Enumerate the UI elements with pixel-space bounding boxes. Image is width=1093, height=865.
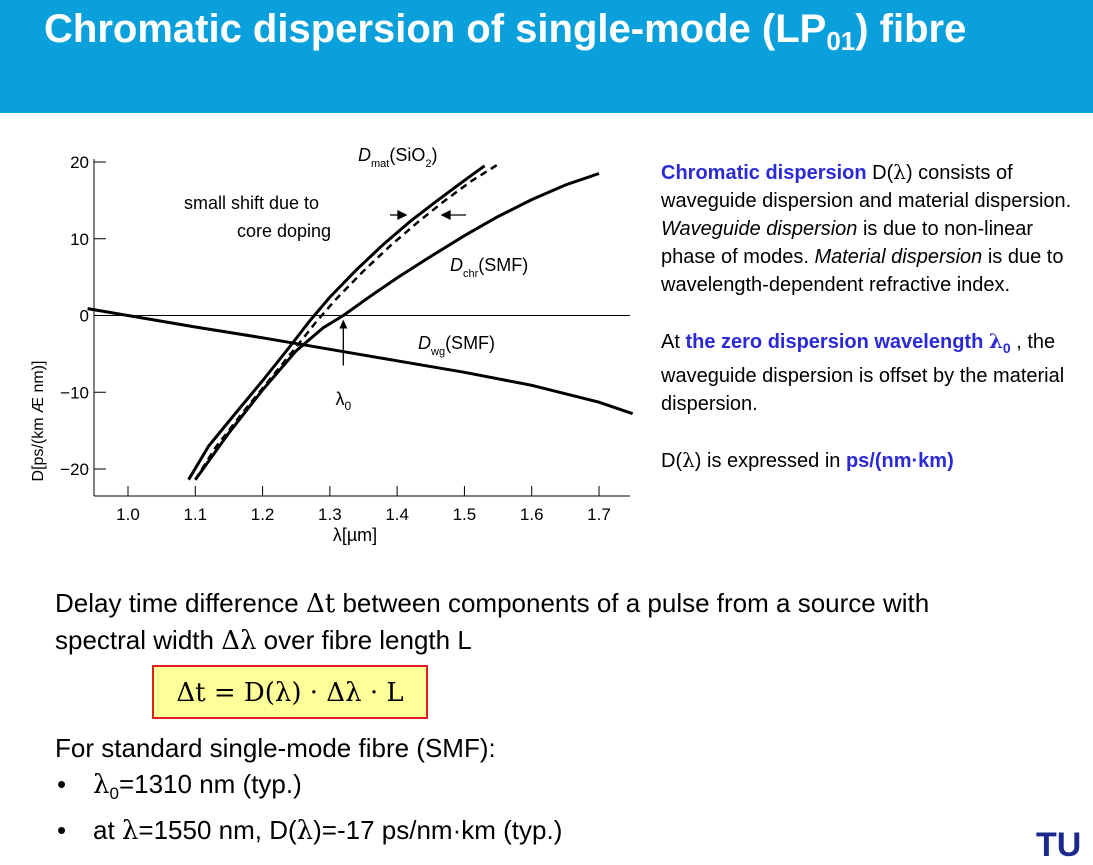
- chart-axes: [93, 159, 630, 497]
- y-tick-label: 10: [70, 230, 89, 249]
- delay-formula: Δt = D(λ) · Δλ · L: [176, 678, 404, 708]
- lambda0-marker: [339, 319, 348, 366]
- title-text: Chromatic dispersion of single-mode (LP: [44, 7, 827, 51]
- x-tick-label: 1.3: [318, 505, 342, 524]
- smf-notes: For standard single-mode fibre (SMF): λ0…: [55, 730, 562, 849]
- title-subscript: 01: [826, 26, 856, 56]
- lambda0-arrow-head: [339, 319, 348, 329]
- page-title: Chromatic dispersion of single-mode (LP0…: [44, 4, 1054, 55]
- dmat-label: Dmat(SiO2): [358, 145, 437, 170]
- list-item: λ0=1310 nm (typ.): [55, 766, 562, 812]
- lambda0-label: λ0: [335, 389, 351, 413]
- series-dwg-smf-: [87, 307, 634, 416]
- dchr-label: Dchr(SMF): [450, 255, 528, 280]
- smf-title: For standard single-mode fibre (SMF):: [55, 733, 496, 763]
- delay-description: Delay time difference Δt between compone…: [55, 585, 1075, 659]
- title-text-end: ) fibre: [855, 7, 967, 51]
- chart-ticks: 20 10 0 −10 −20 1.0 1.1 1.2 1.3 1.4 1.5 1.6 1.7: [60, 153, 611, 524]
- x-tick-label: 1.0: [116, 505, 140, 524]
- y-axis-label: D[ps/(km Æ nm)]: [30, 361, 47, 482]
- list-item: at λ=1550 nm, D(λ)=-17 ps/nm·km (typ.): [55, 812, 562, 849]
- series-dchr-smf-: [194, 172, 600, 481]
- zero-dispersion-note: At the zero dispersion wavelength λ0 , t…: [661, 329, 1065, 415]
- x-tick-label: 1.1: [183, 505, 207, 524]
- shift-note-line2: core doping: [237, 221, 331, 241]
- y-tick-label: 0: [80, 307, 89, 326]
- y-tick-label: −10: [60, 383, 89, 402]
- series-dmat-sio2-: [187, 164, 486, 481]
- shift-arrows: [390, 209, 466, 221]
- dispersion-chart: 20 10 0 −10 −20 1.0 1.1 1.2 1.3 1.4 1.5 1.6 1.7 λ[µm…: [30, 145, 634, 545]
- y-tick-label: −20: [60, 460, 89, 479]
- series-dmat-sio2-doped: [194, 163, 499, 481]
- x-axis-label: λ[µm]: [333, 525, 377, 545]
- university-logo: TU: [1036, 826, 1082, 864]
- delay-line1: Delay time difference Δt between compone…: [55, 588, 930, 619]
- x-tick-label: 1.2: [251, 505, 275, 524]
- delay-line2: spectral width Δλ over fibre length L: [55, 625, 472, 656]
- title-banner: Chromatic dispersion of single-mode (LP0…: [0, 0, 1093, 113]
- delay-formula-box: Δt = D(λ) · Δλ · L: [152, 665, 428, 719]
- x-tick-label: 1.4: [385, 505, 409, 524]
- x-tick-label: 1.7: [587, 505, 611, 524]
- shift-note-line1: small shift due to: [184, 193, 319, 213]
- x-tick-label: 1.6: [520, 505, 544, 524]
- y-tick-label: 20: [70, 153, 89, 172]
- explanation-panel: Chromatic dispersion D(λ) consists of wa…: [661, 158, 1089, 503]
- dispersion-definition: Chromatic dispersion D(λ) consists of wa…: [661, 160, 1072, 296]
- dwg-label: Dwg(SMF): [418, 333, 495, 358]
- chart-series: [87, 163, 634, 481]
- units-note: D(λ) is expressed in ps/(nm·km): [661, 448, 954, 472]
- x-tick-label: 1.5: [453, 505, 477, 524]
